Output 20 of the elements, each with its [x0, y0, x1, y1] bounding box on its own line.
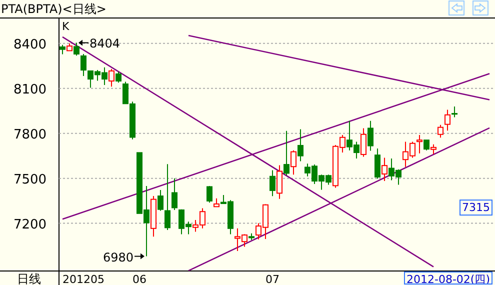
candlestick	[276, 164, 282, 200]
annotation: 6980	[102, 250, 134, 264]
text: 日线	[17, 272, 41, 285]
annotation: 8404	[90, 36, 120, 51]
annotation: 7315	[462, 201, 490, 214]
title: PTA(BPTA)<日线>	[1, 2, 106, 16]
x-tick-label: 201205	[62, 273, 104, 285]
candlestick	[284, 130, 290, 176]
annotation: K	[62, 20, 70, 33]
x-tick-label: 07	[266, 273, 280, 285]
y-tick-label: 8400	[13, 37, 47, 52]
y-tick-label: 7200	[13, 217, 47, 232]
x-tick-label: 06	[132, 273, 146, 285]
y-tick-label: 7500	[13, 172, 47, 188]
candlestick	[150, 196, 156, 238]
candlestick	[416, 134, 422, 154]
y-tick-label: 7800	[13, 127, 47, 142]
candlestick	[452, 106, 458, 118]
y-tick-label: 8100	[13, 82, 47, 98]
candlestick	[382, 157, 388, 182]
